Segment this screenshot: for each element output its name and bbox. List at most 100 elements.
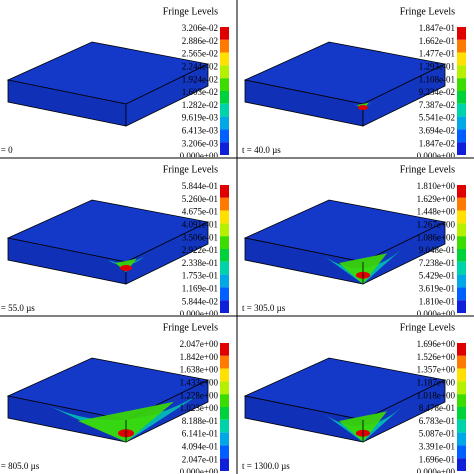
colorbar-segment (220, 210, 229, 224)
fringe-level-label: 6.141e-01 (182, 429, 218, 439)
colorbar-segment (457, 91, 466, 104)
fringe-level-label: 1.108e-01 (419, 74, 455, 84)
fringe-level-label: 5.541e-02 (419, 113, 455, 123)
fringe-level-label: 1.267e+00 (417, 219, 456, 229)
colorbar-segment (457, 343, 466, 356)
fringe-level-label: 9.619e-03 (182, 113, 219, 123)
colorbar-segment (457, 78, 466, 91)
colorbar-segment (220, 407, 229, 420)
fringe-level-label: 8.188e-01 (182, 416, 218, 426)
colorbar-segment (457, 52, 466, 66)
colorbar-segment (220, 78, 229, 91)
colorbar-segment (457, 355, 466, 369)
fringe-level-label: 3.206e-02 (182, 23, 218, 33)
fringe-level-label: 0.000e+00 (417, 467, 456, 474)
fringe-level-label: 6.413e-03 (182, 125, 219, 135)
colorbar-segment (220, 458, 229, 471)
box-right-face (125, 63, 209, 127)
time-label: t = 1300.0 µs (242, 461, 290, 471)
box-right-face (125, 221, 209, 285)
fringe-level-label: 3.619e-01 (419, 283, 455, 293)
fringe-level-label: 5.260e-01 (182, 194, 218, 204)
fringe-level-label: 2.244e-02 (182, 61, 218, 71)
colorbar-segment (457, 103, 466, 117)
colorbar-segment (220, 129, 229, 143)
colorbar-segment (457, 236, 466, 249)
fringe-level-label: 1.018e+00 (417, 390, 456, 400)
legend-title: Fringe Levels (400, 164, 455, 175)
fringe-level-label: 5.844e-01 (182, 181, 218, 191)
fringe-level-label: 0.000e+00 (417, 309, 456, 319)
colorbar-segment (220, 355, 229, 369)
fringe-level-label: 1.169e-01 (182, 283, 218, 293)
fringe-level-label: 1.638e+00 (180, 365, 219, 375)
fringe-level-label: 5.429e-01 (419, 271, 455, 281)
colorbar-segment (220, 419, 229, 433)
colorbar-segment (220, 249, 229, 262)
colorbar-segment (457, 129, 466, 143)
fringe-level-label: 7.387e-02 (419, 100, 455, 110)
fringe-level-label: 1.753e-01 (182, 271, 218, 281)
time-label: t = 0 (0, 145, 13, 155)
colorbar-segment (220, 432, 229, 446)
stress-peak (358, 105, 368, 111)
colorbar-segment (220, 103, 229, 117)
panel: Fringe Levels 2.047e+00 1.842e+00 1.638e+00… (0, 322, 229, 473)
colorbar-segment (457, 274, 466, 288)
fringe-level-label: 0.000e+00 (180, 309, 219, 319)
legend-title: Fringe Levels (400, 322, 455, 333)
colorbar-segment (457, 142, 466, 155)
fringe-level-label: 3.391e-01 (419, 441, 455, 451)
fringe-level-label: 1.293e-01 (419, 61, 455, 71)
fringe-level-label: 1.629e+00 (417, 194, 456, 204)
colorbar-segment (220, 142, 229, 155)
colorbar-segment (220, 368, 229, 382)
colorbar-segment (220, 300, 229, 313)
fringe-level-label: 1.696e+00 (417, 339, 456, 349)
colorbar-segment (220, 27, 229, 40)
colorbar-segment (220, 197, 229, 211)
legend-title: Fringe Levels (400, 6, 455, 17)
colorbar-segment (457, 185, 466, 198)
colorbar-segment (457, 197, 466, 211)
fringe-level-label: 1.810e-01 (419, 296, 455, 306)
time-label: t = 55.0 µs (0, 303, 35, 313)
legend-title: Fringe Levels (163, 322, 218, 333)
panel: Fringe Levels 3.206e-02 2.886e-02 2.565e-02… (0, 6, 229, 157)
time-label: t = 805.0 µs (0, 461, 40, 471)
colorbar-segment (457, 300, 466, 313)
colorbar-segment (457, 39, 466, 53)
fringe-level-label: 2.922e-01 (182, 245, 218, 255)
colorbar-segment (457, 368, 466, 382)
colorbar-segment (220, 236, 229, 249)
fringe-level-label: 9.048e-01 (419, 245, 455, 255)
colorbar-segment (220, 287, 229, 301)
colorbar-segment (220, 185, 229, 198)
fringe-level-label: 1.448e+00 (417, 207, 456, 217)
colorbar-segment (457, 419, 466, 433)
colorbar-segment (220, 91, 229, 104)
fringe-level-label: 8.478e-01 (419, 403, 455, 413)
panel: Fringe Levels 1.810e+00 1.629e+00 1.448e+00… (242, 164, 466, 319)
fringe-level-label: 1.187e+00 (417, 377, 456, 387)
fringe-level-label: 1.847e-01 (419, 23, 455, 33)
legend-title: Fringe Levels (163, 164, 218, 175)
fringe-level-label: 2.565e-02 (182, 49, 218, 59)
time-label: t = 305.0 µs (242, 303, 286, 313)
colorbar-segment (457, 394, 466, 407)
fringe-level-label: 7.238e-01 (419, 258, 455, 268)
fringe-level-label: 1.433e+00 (180, 377, 219, 387)
fringe-level-label: 1.282e-02 (182, 100, 218, 110)
colorbar-segment (457, 261, 466, 275)
colorbar-segment (220, 65, 229, 79)
fringe-level-label: 1.924e-02 (182, 74, 218, 84)
fringe-level-label: 2.886e-02 (182, 36, 218, 46)
colorbar-segment (220, 223, 229, 237)
fringe-level-label: 5.844e-02 (182, 296, 218, 306)
fringe-level-label: 9.234e-02 (419, 87, 455, 97)
colorbar-segment (220, 52, 229, 66)
fringe-level-label: 1.842e+00 (180, 352, 219, 362)
colorbar-segment (220, 274, 229, 288)
colorbar-segment (457, 381, 466, 395)
